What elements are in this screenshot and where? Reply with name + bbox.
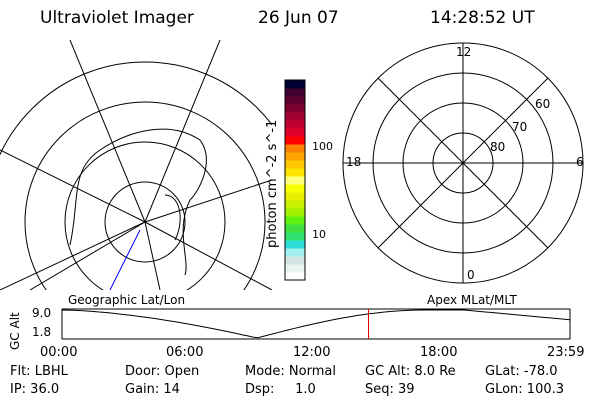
colorbar-swatch xyxy=(285,208,305,217)
xtick-6: 06:00 xyxy=(166,345,204,360)
lat-70: 70 xyxy=(512,120,528,134)
status-gcalt: GC Alt: 8.0 Re xyxy=(365,364,456,379)
colorbar-swatch xyxy=(285,120,305,129)
ylabel: GC Alt xyxy=(8,312,22,350)
apex-label: Apex MLat/MLT xyxy=(427,293,517,307)
colorbar xyxy=(284,79,306,281)
colorbar-tick-10: 10 xyxy=(312,228,326,241)
colorbar-swatch xyxy=(285,256,305,265)
xtick-0: 00:00 xyxy=(40,345,78,360)
colorbar-swatch xyxy=(285,248,305,257)
status-dsp: Dsp: 1.0 xyxy=(245,382,316,397)
date: 26 Jun 07 xyxy=(258,8,339,28)
title: Ultraviolet Imager xyxy=(40,8,194,28)
status-gain: Gain: 14 xyxy=(125,382,180,397)
colorbar-swatch xyxy=(285,144,305,153)
mlt-18: 18 xyxy=(346,155,362,169)
colorbar-swatch xyxy=(285,224,305,233)
colorbar-swatch xyxy=(285,128,305,137)
colorbar-swatch xyxy=(285,216,305,225)
ytick-1.8: 1.8 xyxy=(32,325,52,339)
status-glon: GLon: 100.3 xyxy=(485,382,565,397)
mlt-6: 6 xyxy=(576,155,584,169)
colorbar-swatch xyxy=(285,200,305,209)
colorbar-swatch xyxy=(285,112,305,121)
colorbar-swatch xyxy=(285,240,305,249)
timeline-plot xyxy=(61,308,571,340)
colorbar-swatch xyxy=(285,192,305,201)
polar-grid xyxy=(342,42,584,284)
status-glat: GLat: -78.0 xyxy=(485,364,558,379)
colorbar-frame xyxy=(284,79,306,281)
status-seq: Seq: 39 xyxy=(365,382,415,397)
mlt-0: 0 xyxy=(467,268,475,282)
colorbar-swatch xyxy=(285,80,305,89)
time: 14:28:52 UT xyxy=(430,8,535,28)
colorbar-swatch xyxy=(285,264,305,273)
colorbar-swatch xyxy=(285,160,305,169)
colorbar-label: photon cm^-2 s^-1 xyxy=(265,119,280,248)
xtick-12: 12:00 xyxy=(293,345,331,360)
colorbar-swatch xyxy=(285,152,305,161)
colorbar-swatch xyxy=(285,176,305,185)
mlt-12: 12 xyxy=(456,45,472,59)
colorbar-swatch xyxy=(285,184,305,193)
colorbar-tick-100: 100 xyxy=(312,140,333,153)
xtick-end: 23:59 xyxy=(547,345,585,360)
colorbar-swatch xyxy=(285,168,305,177)
colorbar-swatch xyxy=(285,136,305,145)
geographic-label: Geographic Lat/Lon xyxy=(68,293,186,307)
altitude-curve xyxy=(61,309,571,339)
lat-60: 60 xyxy=(535,97,551,111)
lat-80: 80 xyxy=(490,140,506,154)
status-flt: Flt: LBHL xyxy=(10,364,68,379)
status-mode: Mode: Normal xyxy=(245,364,336,379)
geographic-map xyxy=(0,40,272,290)
colorbar-swatch xyxy=(285,272,305,281)
colorbar-swatch xyxy=(285,88,305,97)
colorbar-swatch xyxy=(285,232,305,241)
status-ip: IP: 36.0 xyxy=(10,382,60,397)
colorbar-swatch xyxy=(285,96,305,105)
colorbar-swatch xyxy=(285,104,305,113)
status-door: Door: Open xyxy=(125,364,200,379)
xtick-18: 18:00 xyxy=(420,345,458,360)
ytick-9: 9.0 xyxy=(32,306,52,320)
